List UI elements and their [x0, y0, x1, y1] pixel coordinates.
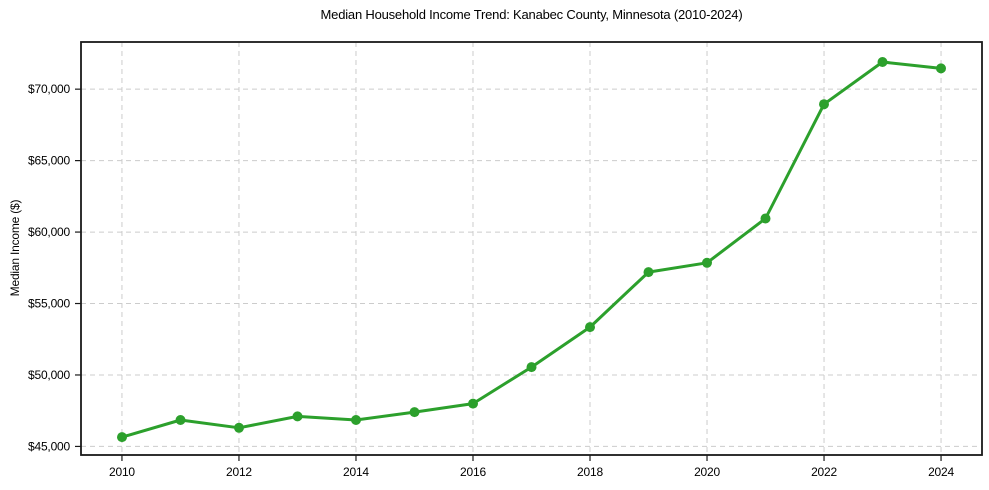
data-point-marker [234, 422, 244, 433]
x-tick-label: 2022 [811, 465, 837, 479]
x-tick-label: 2020 [694, 465, 720, 479]
y-tick-label: $70,000 [28, 82, 71, 96]
series-markers [117, 57, 946, 443]
data-point-marker [877, 57, 888, 67]
y-tick-labels: $45,000 $50,000 $55,000 $60,000 $65,000 $70,0… [28, 82, 71, 453]
x-tick-label: 2012 [226, 465, 252, 479]
data-point-marker [702, 257, 712, 268]
tick-marks [75, 88, 942, 461]
plot-area [81, 42, 982, 455]
data-point-marker [351, 415, 361, 425]
y-tick-label: $50,000 [28, 368, 71, 382]
x-tick-labels: 2010 2012 2014 2016 2018 2020 2022 2024 [109, 465, 955, 479]
data-point-marker [819, 99, 829, 110]
data-point-marker [175, 415, 186, 425]
x-tick-label: 2018 [577, 465, 603, 479]
gridlines [81, 42, 982, 455]
data-point-marker [585, 322, 595, 333]
data-point-marker [643, 267, 654, 278]
y-axis-label: Median Income ($) [8, 199, 22, 297]
y-tick-label: $60,000 [28, 225, 71, 239]
chart-title: Median Household Income Trend: Kanabec C… [320, 7, 743, 22]
data-point-marker [292, 411, 303, 422]
y-tick-label: $65,000 [28, 154, 71, 168]
x-tick-label: 2024 [928, 465, 954, 479]
data-point-marker [936, 63, 946, 74]
data-point-marker [409, 407, 420, 418]
y-tick-label: $45,000 [28, 439, 71, 453]
data-point-marker [117, 432, 127, 443]
data-point-marker [760, 213, 771, 224]
data-point-marker [468, 398, 478, 409]
x-tick-label: 2016 [460, 465, 486, 479]
x-tick-label: 2010 [109, 465, 135, 479]
x-tick-label: 2014 [343, 465, 369, 479]
plot-border [80, 41, 983, 456]
y-tick-label: $55,000 [28, 297, 71, 311]
data-point-marker [526, 362, 537, 373]
